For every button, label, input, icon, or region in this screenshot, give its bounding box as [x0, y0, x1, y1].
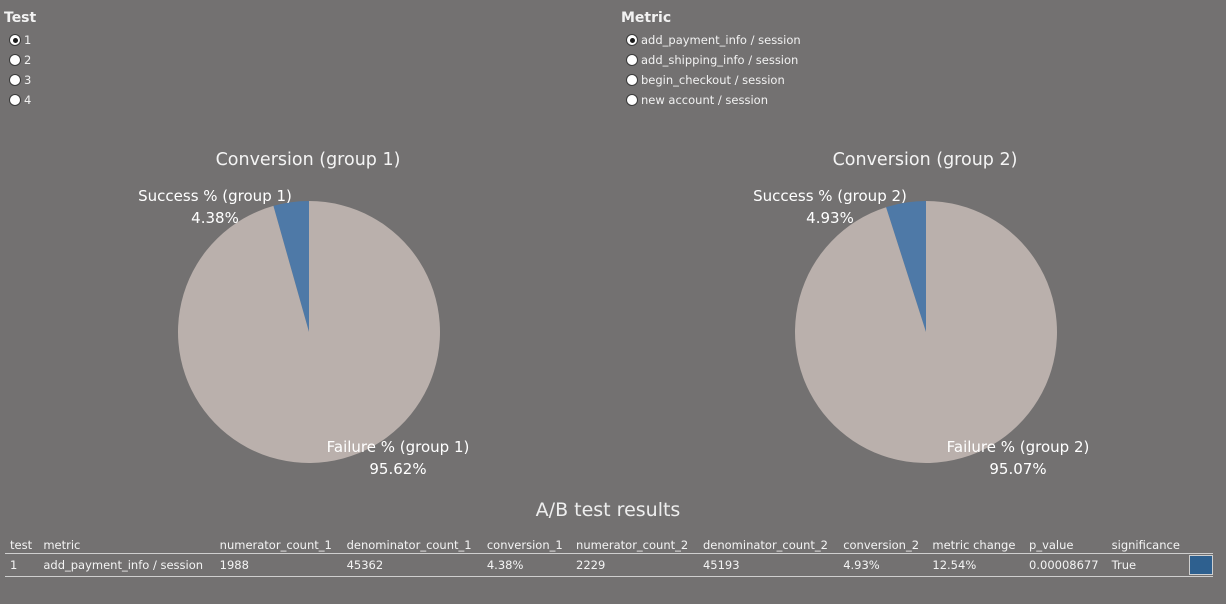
table-cell: 4.38%: [481, 553, 572, 577]
column-header[interactable]: test: [10, 538, 33, 552]
column-header[interactable]: p_value: [1029, 538, 1074, 552]
test-filter: Test 1 2 3 4: [4, 10, 36, 110]
pie-chart-group-2: [795, 201, 1057, 463]
table-cell: 1: [5, 553, 39, 577]
column-header[interactable]: metric change: [932, 538, 1016, 552]
metric-option-label: add_payment_info / session: [641, 33, 801, 47]
radio-icon[interactable]: [9, 94, 21, 106]
test-option-2[interactable]: 2: [9, 50, 36, 70]
test-option-4[interactable]: 4: [9, 90, 36, 110]
failure-value-text: 95.62%: [369, 460, 427, 478]
success-label-text: Success % (group 1): [138, 187, 292, 205]
table-row[interactable]: 1 add_payment_info / session 1988 45362 …: [5, 553, 1213, 577]
success-label-group-1: Success % (group 1) 4.38%: [115, 185, 315, 229]
test-option-1[interactable]: 1: [9, 30, 36, 50]
test-filter-title: Test: [4, 10, 37, 26]
success-value-text: 4.93%: [806, 209, 854, 227]
radio-icon[interactable]: [626, 94, 638, 106]
failure-label-text: Failure % (group 1): [326, 438, 470, 456]
column-header[interactable]: metric: [43, 538, 81, 552]
radio-checked-icon[interactable]: [626, 34, 638, 46]
failure-label-group-2: Failure % (group 2) 95.07%: [918, 436, 1118, 480]
chart-title-group-2: Conversion (group 2): [832, 150, 1018, 170]
table-cell: 45193: [697, 553, 839, 577]
pie-slice-failure[interactable]: [177, 201, 440, 463]
metric-option-label: begin_checkout / session: [641, 73, 785, 87]
table-header-row: test metric numerator_count_1 denominato…: [5, 535, 1213, 554]
radio-checked-icon[interactable]: [9, 34, 21, 46]
table-cell: True: [1106, 553, 1188, 577]
metric-option-begin-checkout[interactable]: begin_checkout / session: [626, 70, 801, 90]
significance-indicator-cell: [1187, 553, 1213, 577]
metric-option-label: new account / session: [641, 93, 768, 107]
pie-slice-success[interactable]: [886, 201, 926, 332]
metric-option-new-account[interactable]: new account / session: [626, 90, 801, 110]
significance-indicator: [1189, 555, 1213, 575]
pie-chart-group-1: [177, 201, 440, 463]
column-header[interactable]: denominator_count_2: [702, 538, 828, 552]
column-header[interactable]: numerator_count_1: [219, 538, 332, 552]
radio-icon[interactable]: [626, 54, 638, 66]
success-value-text: 4.38%: [191, 209, 239, 227]
table-cell: 2229: [571, 553, 698, 577]
table-cell: 4.93%: [838, 553, 928, 577]
test-option-label: 3: [24, 73, 32, 87]
column-header[interactable]: conversion_1: [486, 538, 563, 552]
metric-option-add-shipping-info[interactable]: add_shipping_info / session: [626, 50, 801, 70]
column-header[interactable]: denominator_count_1: [346, 538, 472, 552]
failure-label-text: Failure % (group 2): [946, 438, 1090, 456]
table-cell: 12.54%: [927, 553, 1025, 577]
column-header[interactable]: conversion_2: [843, 538, 920, 552]
results-table: test metric numerator_count_1 denominato…: [5, 535, 1213, 577]
metric-option-add-payment-info[interactable]: add_payment_info / session: [626, 30, 801, 50]
table-cell: 0.00008677: [1024, 553, 1107, 577]
success-label-text: Success % (group 2): [753, 187, 907, 205]
test-option-label: 1: [24, 33, 32, 47]
column-header-empty: [1188, 535, 1213, 554]
results-title: A/B test results: [535, 499, 681, 521]
failure-label-group-1: Failure % (group 1) 95.62%: [298, 436, 498, 480]
test-option-label: 2: [24, 53, 32, 67]
test-option-label: 4: [24, 93, 32, 107]
radio-icon[interactable]: [626, 74, 638, 86]
pie-slice-success[interactable]: [273, 201, 309, 332]
table-cell: 1988: [214, 553, 342, 577]
metric-filter-title: Metric: [621, 10, 672, 26]
success-label-group-2: Success % (group 2) 4.93%: [730, 185, 930, 229]
column-header[interactable]: significance: [1111, 538, 1180, 552]
failure-value-text: 95.07%: [989, 460, 1047, 478]
test-option-3[interactable]: 3: [9, 70, 36, 90]
pie-slice-failure[interactable]: [795, 201, 1057, 463]
table-cell: 45362: [341, 553, 482, 577]
table-cell: add_payment_info / session: [38, 553, 215, 577]
chart-title-group-1: Conversion (group 1): [215, 150, 401, 170]
radio-icon[interactable]: [9, 74, 21, 86]
column-header[interactable]: numerator_count_2: [576, 538, 689, 552]
metric-option-label: add_shipping_info / session: [641, 53, 799, 67]
metric-filter: Metric add_payment_info / session add_sh…: [621, 10, 801, 110]
radio-icon[interactable]: [9, 54, 21, 66]
